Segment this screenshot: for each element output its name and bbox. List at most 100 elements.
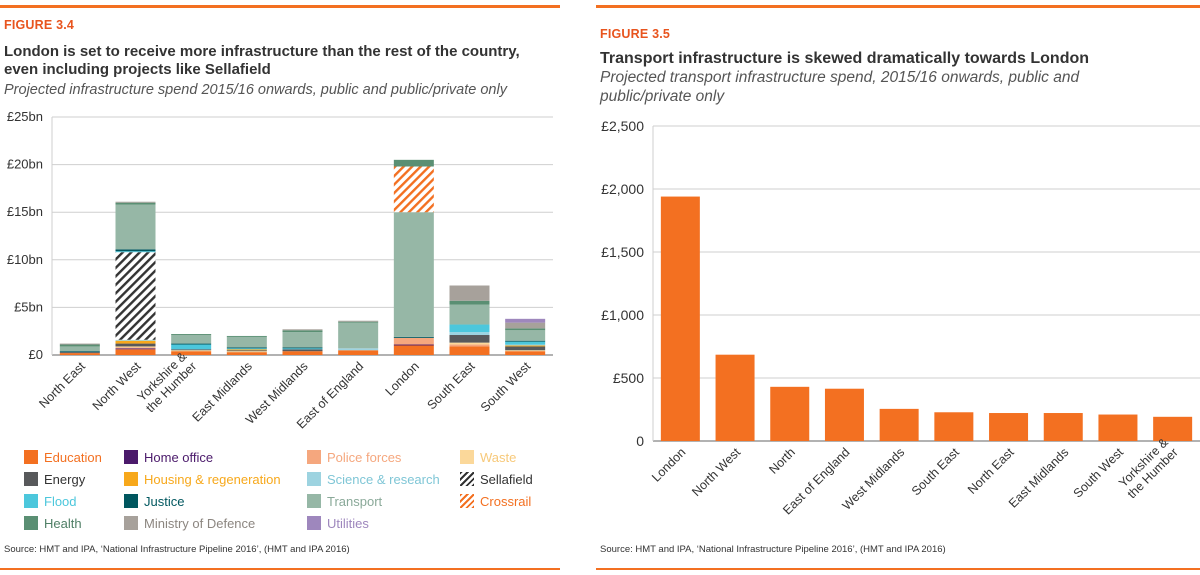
legend-label-home-office: Home office (144, 449, 214, 465)
bar-segment-ministry-of-defence-north-east (59, 343, 100, 345)
bar-segment-transport-south-west (505, 330, 546, 341)
bar-segment-health-east-midlands (226, 335, 267, 337)
bar-segment-waste-south-west (505, 350, 546, 352)
legend-item-ministry-of-defence: Ministry of Defence (124, 514, 255, 532)
legend-swatch-waste (460, 450, 474, 464)
bar-segment-justice-london (393, 336, 434, 338)
bar-segment-education-yorkshire-and-the-humber (171, 351, 212, 355)
bar-segment-health-north-west (115, 202, 156, 205)
legend-item-police-forces: Police forces (307, 448, 401, 466)
bar-segment-home-office-north-west (115, 348, 156, 350)
bar-yorkshire-and-the-humber (1153, 416, 1193, 441)
legend-swatch-flood (24, 494, 38, 508)
stacked-bar-chart: £0 £5bn £10bn £15bn £20bn £25bn North East Nort… (7, 109, 553, 432)
bar-east-of-england (824, 388, 864, 441)
bar-segment-science-and-research-east-of-england (338, 348, 379, 351)
legend-label-utilities: Utilities (327, 515, 369, 531)
bar-segment-justice-west-midlands (282, 347, 323, 349)
bar-segment-transport-yorkshire-and-the-humber (171, 335, 212, 344)
legend-label-health: Health (44, 515, 82, 531)
y-tick-label: £2,000 (601, 181, 644, 197)
figure-label: FIGURE 3.4 (4, 18, 75, 32)
bar-segment-education-london (393, 345, 434, 355)
bar-segment-home-office-london (393, 344, 434, 346)
bar-segment-ministry-of-defence-south-west (505, 322, 546, 329)
figure-title-line2: even including projects like Sellafield (4, 61, 271, 78)
legend-label-energy: Energy (44, 471, 86, 487)
bar-segment-justice-north-east (59, 351, 100, 353)
bar-segment-health-yorkshire-and-the-humber (171, 334, 212, 336)
y-tick-label: £0 (29, 347, 43, 362)
legend-label-ministry-of-defence: Ministry of Defence (144, 515, 256, 531)
bar-segment-transport-south-east (449, 304, 490, 325)
bar-segment-transport-east-of-england (338, 322, 379, 349)
x-tick-label-north-east: North East (965, 445, 1017, 497)
y-tick-label: £20bn (7, 157, 43, 172)
bar-segment-justice-north-west (115, 249, 156, 252)
bar-segment-education-east-midlands (226, 352, 267, 355)
legend-swatch-police-forces (307, 450, 321, 464)
legend-item-transport: Transport (307, 492, 382, 510)
legend-item-crossrail: Crossrail (460, 492, 531, 510)
bar-segment-sellafield-north-west (115, 252, 156, 340)
y-tick-label: £500 (613, 370, 644, 386)
bar-segment-waste-east-midlands (226, 351, 267, 353)
bar-segment-flood-north-west (115, 251, 156, 253)
x-tick-label-london: London (649, 445, 688, 484)
legend-swatch-home-office (124, 450, 138, 464)
y-tick-label: £15bn (7, 204, 43, 219)
legend-swatch-sellafield (460, 472, 474, 486)
bar-segment-energy-north-east (59, 352, 100, 354)
x-tick-label-yorkshire-and-the-humber: Yorkshire &the Humber (1115, 435, 1181, 501)
bar-north (770, 386, 810, 441)
bar-segment-science-and-research-south-west (505, 344, 546, 346)
bar-segment-health-south-east (449, 300, 490, 305)
legend-swatch-housing-and-regeneration (124, 472, 138, 486)
bar-segment-transport-east-midlands (226, 336, 267, 348)
legend-item-flood: Flood (24, 492, 77, 510)
x-tick-label-south-west: South West (1071, 445, 1127, 501)
bar-segment-transport-london (393, 212, 434, 337)
top-rule (596, 5, 1200, 8)
bar-segment-science-and-research-north-west (115, 339, 156, 341)
x-tick-label-north-east: North East (36, 359, 88, 411)
bar-segment-transport-north-east (59, 346, 100, 352)
bar-segment-health-north-east (59, 344, 100, 347)
source-note: Source: HMT and IPA, ‘National Infrastru… (4, 544, 350, 555)
legend-swatch-energy (24, 472, 38, 486)
legend-swatch-health (24, 516, 38, 530)
x-tick-label-south-east: South East (424, 359, 478, 413)
bar-segment-ministry-of-defence-east-of-england (338, 320, 379, 322)
bar-segment-energy-south-west (505, 346, 546, 351)
bar-south-east (934, 412, 974, 441)
bar-segment-flood-east-midlands (226, 348, 267, 350)
legend-label-flood: Flood (44, 493, 77, 509)
bar-segment-waste-south-east (449, 342, 490, 345)
bar-segment-housing-and-regeneration-north-west (115, 340, 156, 344)
legend-swatch-crossrail (460, 494, 474, 508)
x-tick-label-south-west: South West (478, 359, 534, 415)
bar-segment-ministry-of-defence-south-east (449, 285, 490, 301)
legend-item-justice: Justice (124, 492, 184, 510)
bottom-rule (596, 568, 1200, 570)
bar-segment-energy-yorkshire-and-the-humber (171, 349, 212, 351)
legend-label-housing-and-regeneration: Housing & regeneration (144, 471, 281, 487)
figure-subtitle: Projected infrastructure spend 2015/16 o… (4, 82, 507, 98)
bar-north-west (715, 354, 755, 441)
legend-item-science-and-research: Science & research (307, 470, 440, 488)
bar-segment-health-london (393, 159, 434, 167)
legend-label-sellafield: Sellafield (480, 471, 533, 487)
bottom-rule (0, 568, 560, 570)
legend-swatch-ministry-of-defence (124, 516, 138, 530)
bar-segment-police-forces-south-east (449, 344, 490, 347)
bar-segment-education-east-of-england (338, 350, 379, 355)
legend-label-education: Education (44, 449, 102, 465)
legend-swatch-transport (307, 494, 321, 508)
x-tick-label-north-west: North West (90, 359, 144, 413)
bar-segment-housing-and-regeneration-east-midlands (226, 349, 267, 351)
legend-label-police-forces: Police forces (327, 449, 402, 465)
legend-swatch-utilities (307, 516, 321, 530)
bar-segment-education-north-east (59, 353, 100, 355)
legend-swatch-justice (124, 494, 138, 508)
